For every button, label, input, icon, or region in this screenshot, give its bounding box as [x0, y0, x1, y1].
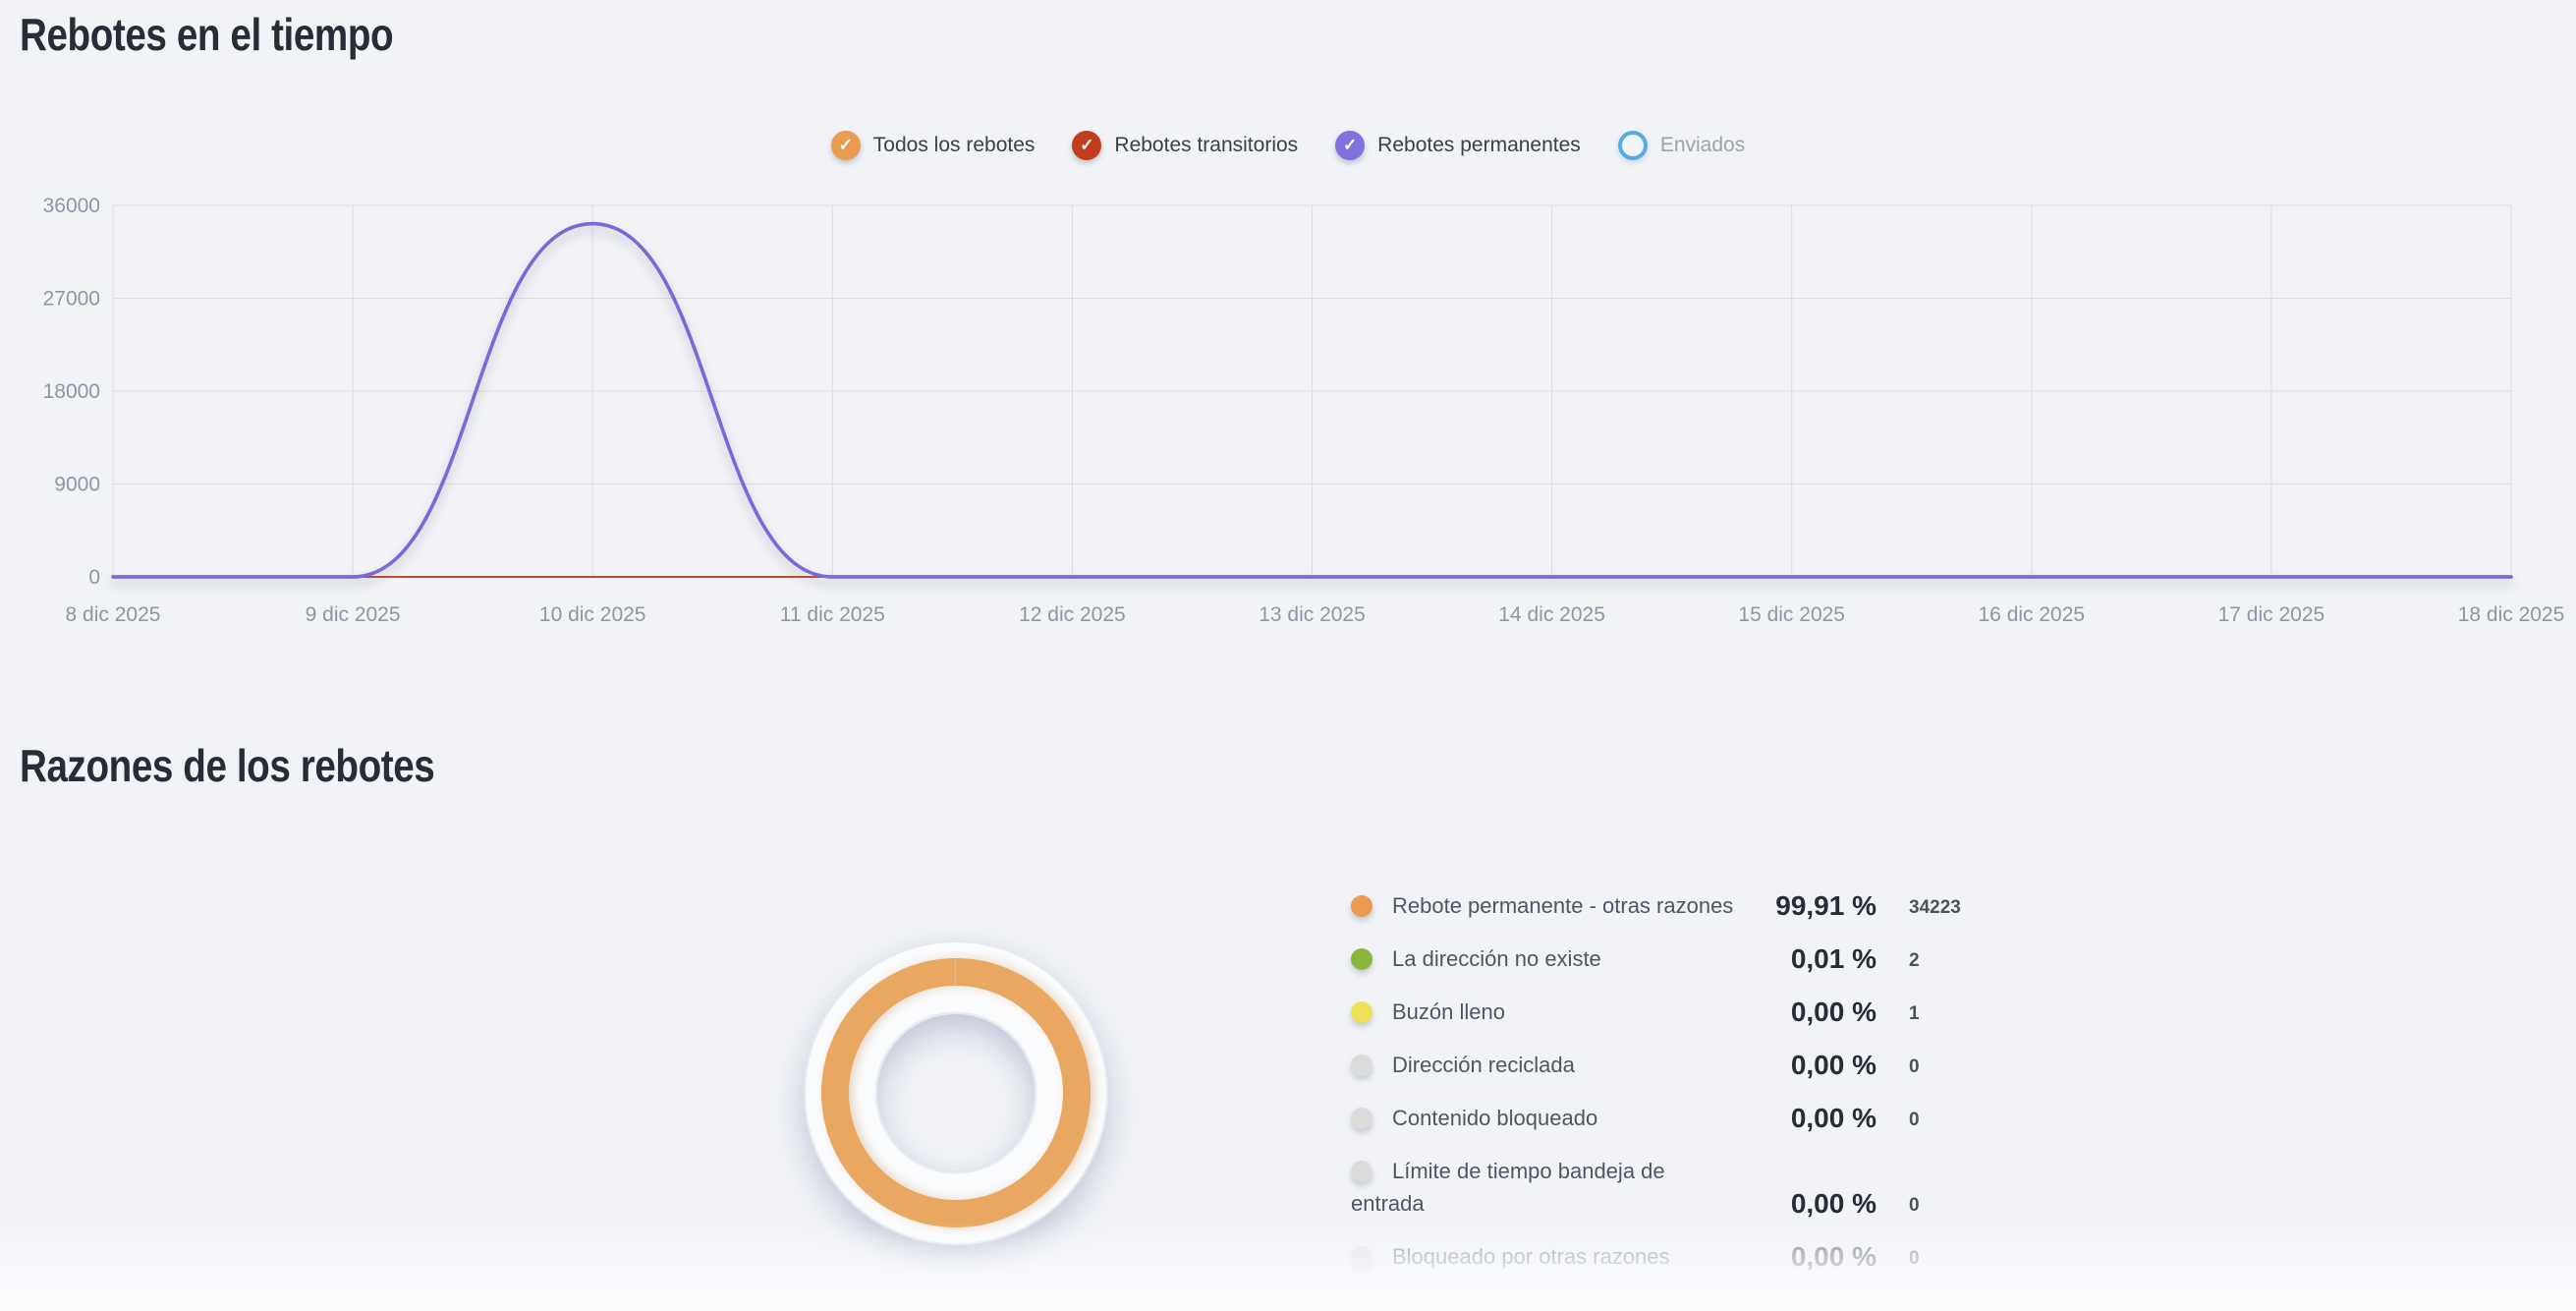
reason-row-rebote-permanente-otras-razones: Rebote permanente - otras razones 99,91 %…	[1351, 889, 2001, 922]
reason-row-bloqueado-por-otras-razones: Bloqueado por otras razones 0,00 % 0	[1351, 1240, 2001, 1273]
donut-slice-rebote-permanente-otras-razones[interactable]	[821, 958, 1091, 1227]
y-axis-tick-label: 18000	[43, 380, 100, 403]
x-axis-date-label: 13 dic 2025	[1259, 603, 1366, 626]
donut-inner-rim	[874, 1011, 1037, 1174]
x-axis-date-label: 15 dic 2025	[1738, 603, 1845, 626]
section-title-text: Razones de los rebotes	[20, 740, 435, 791]
section-title-text: Rebotes en el tiempo	[20, 9, 394, 60]
legend-item-enviados[interactable]: Enviados	[1617, 131, 1746, 160]
x-axis-date-label: 14 dic 2025	[1498, 603, 1605, 626]
reason-label: Contenido bloqueado	[1351, 1102, 1734, 1134]
reason-color-dot-icon	[1351, 895, 1372, 917]
reason-count: 0	[1909, 1110, 1920, 1130]
legend-item-label: Enviados	[1659, 134, 1746, 156]
legend-item-todos-los-rebotes[interactable]: ✓ Todos los rebotes	[830, 131, 1036, 160]
reason-percent: 0,00 %	[1790, 997, 1876, 1027]
legend-item-label: Rebotes transitorios	[1114, 134, 1299, 156]
reason-label-text: Buzón lleno	[1392, 999, 1505, 1024]
reason-percent: 0,00 %	[1790, 1188, 1876, 1219]
x-axis-date-label: 8 dic 2025	[66, 603, 161, 626]
reason-color-dot-icon	[1351, 1001, 1372, 1023]
bounce-reasons-legend: Rebote permanente - otras razones 99,91 %…	[1351, 889, 2001, 1293]
reason-label: Bloqueado por otras razones	[1351, 1240, 1734, 1273]
legend-item-label: Rebotes permanentes	[1377, 134, 1581, 156]
reason-label: Límite de tiempo bandeja de entrada	[1351, 1155, 1734, 1220]
reason-count: 0	[1909, 1056, 1920, 1077]
reason-percent: 99,91 %	[1775, 890, 1876, 921]
reason-label-text: La dirección no existe	[1392, 946, 1601, 971]
reason-color-dot-icon	[1351, 1108, 1372, 1129]
reason-label: Dirección reciclada	[1351, 1049, 1734, 1081]
reason-percent: 0,00 %	[1790, 1241, 1876, 1272]
x-axis-date-label: 12 dic 2025	[1019, 603, 1126, 626]
reason-color-dot-icon	[1351, 1054, 1372, 1076]
reason-color-dot-icon	[1351, 1246, 1372, 1268]
checkmark-circle-icon: ✓	[830, 131, 861, 160]
section-title-bounces-over-time: Rebotes en el tiempo	[20, 8, 465, 61]
x-axis-date-label: 11 dic 2025	[780, 603, 885, 626]
reason-label-text: Rebote permanente - otras razones	[1392, 893, 1734, 918]
reason-percent: 0,01 %	[1790, 943, 1876, 974]
reason-row-direcci-n-reciclada: Dirección reciclada 0,00 % 0	[1351, 1049, 2001, 1081]
reason-label-text: Bloqueado por otras razones	[1392, 1244, 1670, 1269]
bounces-time-chart[interactable]: 36000 27000 18000 9000 0 8 dic 2025 9 dic 2025…	[0, 167, 2576, 639]
checkmark-circle-icon: ✓	[1072, 131, 1102, 160]
bounce-reasons-donut-chart[interactable]	[759, 896, 1152, 1289]
reason-count: 34223	[1909, 897, 1961, 918]
series-line-rebotes-permanentes	[111, 221, 2513, 579]
checkmark-circle-icon: ✓	[1335, 131, 1366, 160]
reason-count: 0	[1909, 1248, 1920, 1269]
reason-label-text: Límite de tiempo bandeja de entrada	[1351, 1159, 1665, 1216]
unchecked-circle-icon	[1617, 131, 1648, 160]
x-axis-date-label: 17 dic 2025	[2218, 603, 2325, 626]
x-axis-date-label: 9 dic 2025	[306, 603, 401, 626]
reason-color-dot-icon	[1351, 1161, 1372, 1182]
reason-row-contenido-bloqueado: Contenido bloqueado 0,00 % 0	[1351, 1102, 2001, 1134]
reason-label: La dirección no existe	[1351, 942, 1734, 975]
reason-label: Buzón lleno	[1351, 996, 1734, 1028]
reason-label-text: Contenido bloqueado	[1392, 1106, 1598, 1130]
y-axis-tick-label: 27000	[43, 288, 100, 311]
bottom-fade-overlay	[0, 1223, 2576, 1311]
reason-label: Rebote permanente - otras razones	[1351, 889, 1734, 922]
legend-item-rebotes-permanentes[interactable]: ✓ Rebotes permanentes	[1335, 131, 1581, 160]
section-title-bounce-reasons: Razones de los rebotes	[20, 739, 514, 792]
reason-count: 2	[1909, 950, 1920, 971]
y-axis-tick-label: 36000	[43, 195, 100, 217]
legend-item-label: Todos los rebotes	[872, 134, 1036, 156]
x-axis-date-label: 10 dic 2025	[539, 603, 646, 626]
y-axis-tick-label: 9000	[54, 474, 100, 496]
x-axis-date-label: 18 dic 2025	[2458, 603, 2565, 626]
y-axis-tick-label: 0	[88, 566, 100, 589]
reason-count: 0	[1909, 1195, 1920, 1216]
reason-count: 1	[1909, 1003, 1920, 1024]
reason-percent: 0,00 %	[1790, 1050, 1876, 1080]
reason-color-dot-icon	[1351, 948, 1372, 970]
reason-row-buz-n-lleno: Buzón lleno 0,00 % 1	[1351, 996, 2001, 1028]
legend-item-rebotes-transitorios[interactable]: ✓ Rebotes transitorios	[1072, 131, 1298, 160]
reason-row-l-mite-de-tiempo-bandeja-de-entrada: Límite de tiempo bandeja de entrada 0,00 …	[1351, 1155, 2001, 1220]
reason-percent: 0,00 %	[1790, 1103, 1876, 1133]
time-chart-legend: ✓ Todos los rebotes ✓ Rebotes transitorios ✓…	[0, 124, 2576, 167]
reason-row-la-direcci-n-no-existe: La dirección no existe 0,01 % 2	[1351, 942, 2001, 975]
reason-label-text: Dirección reciclada	[1392, 1053, 1575, 1077]
x-axis-date-label: 16 dic 2025	[1979, 603, 2086, 626]
